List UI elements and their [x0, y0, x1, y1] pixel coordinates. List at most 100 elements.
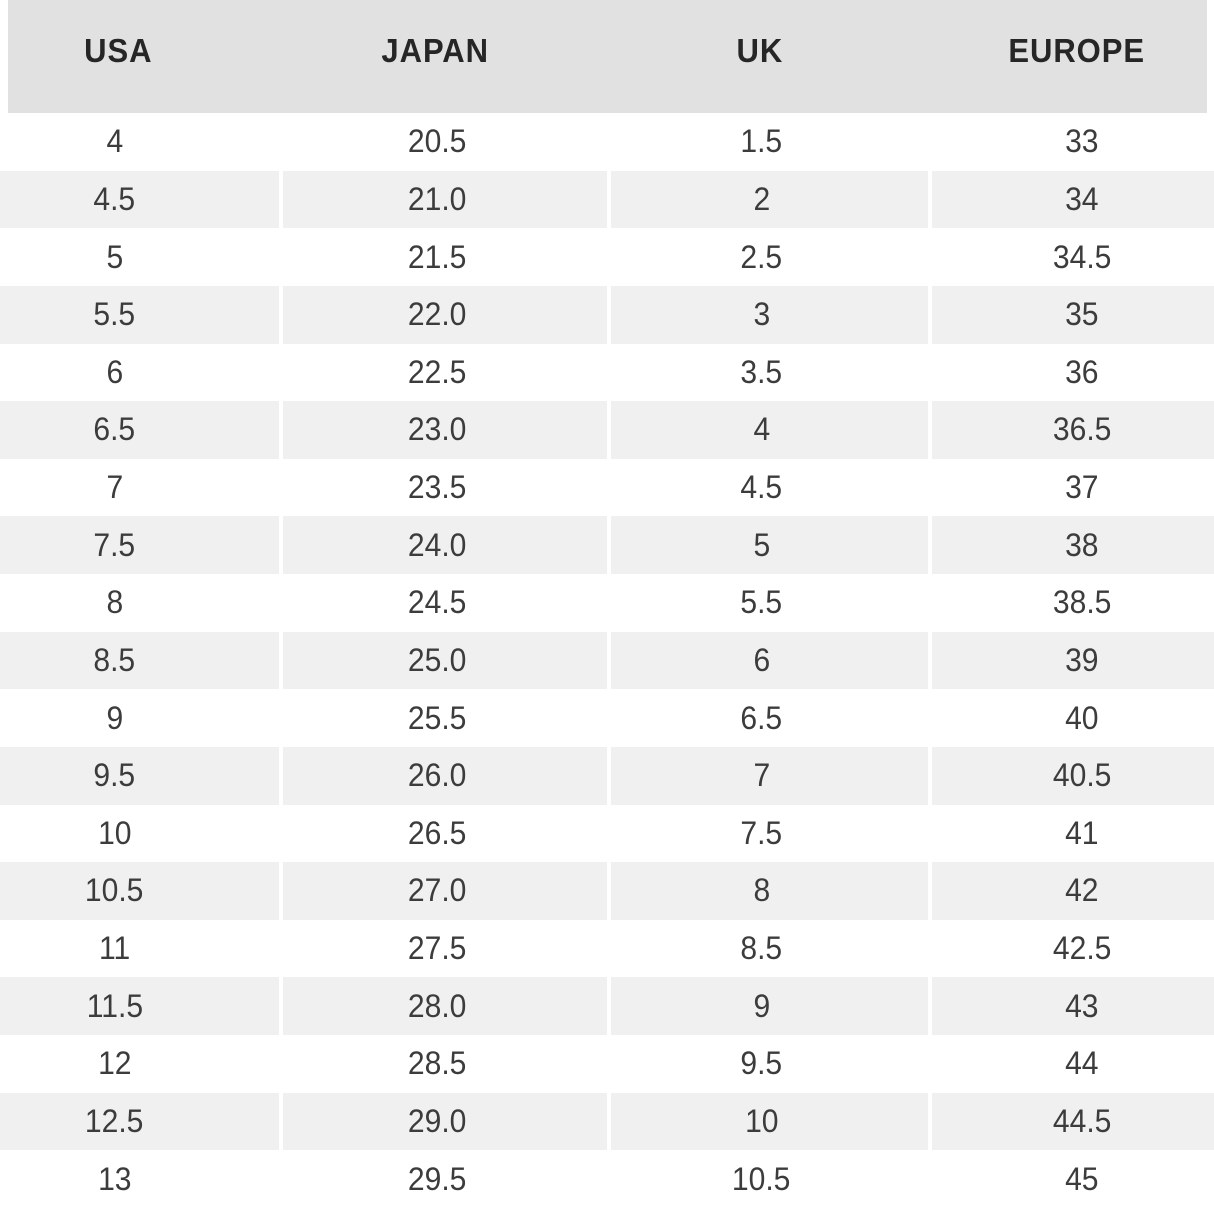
cell-value: 6 — [753, 641, 770, 678]
table-cell: 5 — [0, 228, 279, 286]
column-header-europe-label: EUROPE — [1008, 31, 1145, 69]
table-cell: 29.0 — [279, 1092, 607, 1151]
cell-value: 21.5 — [407, 238, 467, 275]
cell-value: 12 — [97, 1045, 132, 1082]
table-cell: 8 — [607, 862, 928, 920]
cell-value: 38.5 — [1052, 584, 1112, 621]
table-cell: 39 — [928, 631, 1214, 690]
cell-value: 34.5 — [1052, 238, 1112, 275]
table-cell: 10.5 — [0, 862, 279, 920]
cell-value: 37 — [1065, 469, 1099, 506]
table-row: 11.5 28.0 9 43 — [0, 977, 1214, 1035]
table-cell: 36 — [928, 343, 1214, 402]
table-row: 8 24.5 5.5 38.5 — [0, 574, 1214, 632]
cell-value: 41 — [1065, 814, 1099, 851]
cell-value: 28.5 — [407, 1045, 467, 1082]
table-cell: 8 — [0, 574, 279, 632]
column-header-japan-label: JAPAN — [381, 31, 489, 69]
column-header-europe: EUROPE — [928, 0, 1207, 113]
cell-value: 26.5 — [407, 814, 467, 851]
cell-value: 36 — [1065, 353, 1099, 390]
cell-value: 45 — [1065, 1160, 1099, 1197]
cell-value: 3 — [753, 296, 770, 333]
cell-value: 39 — [1065, 641, 1099, 678]
cell-value: 7.5 — [740, 814, 783, 851]
cell-value: 9 — [753, 987, 770, 1024]
table-cell: 3 — [607, 285, 928, 344]
cell-value: 4 — [106, 123, 123, 160]
cell-value: 10 — [97, 814, 132, 851]
table-cell: 6.5 — [607, 689, 928, 747]
cell-value: 38 — [1065, 526, 1099, 563]
table-cell: 11 — [0, 920, 279, 978]
cell-value: 10.5 — [85, 872, 144, 909]
cell-value: 10 — [744, 1102, 779, 1139]
table-cell: 8.5 — [0, 632, 279, 690]
table-row: 9 25.5 6.5 40 — [0, 689, 1214, 747]
table-cell: 24.0 — [279, 516, 607, 574]
cell-value: 21.0 — [407, 180, 467, 217]
table-cell: 7 — [607, 746, 928, 805]
cell-value: 5 — [106, 238, 123, 275]
cell-value: 3.5 — [740, 353, 783, 390]
table-cell: 44.5 — [928, 1092, 1214, 1151]
table-cell: 9.5 — [0, 747, 279, 805]
cell-value: 34 — [1065, 180, 1099, 217]
cell-value: 12.5 — [85, 1102, 144, 1139]
table-cell: 40 — [928, 689, 1214, 747]
table-row: 9.5 26.0 7 40.5 — [0, 746, 1214, 805]
cell-value: 4.5 — [740, 469, 783, 506]
cell-value: 33 — [1065, 123, 1099, 160]
cell-value: 5 — [753, 526, 770, 563]
cell-value: 8 — [106, 584, 123, 621]
table-cell: 43 — [928, 977, 1214, 1035]
cell-value: 9 — [106, 699, 123, 736]
cell-value: 23.5 — [407, 469, 467, 506]
cell-value: 6.5 — [93, 411, 136, 448]
table-cell: 4 — [0, 113, 279, 171]
table-cell: 25.0 — [279, 631, 607, 690]
table-cell: 38 — [928, 516, 1214, 574]
table-cell: 37 — [928, 458, 1214, 517]
table-cell: 6 — [607, 631, 928, 690]
cell-value: 27.0 — [407, 872, 467, 909]
cell-value: 20.5 — [407, 123, 467, 160]
table-row: 13 29.5 10.5 45 — [0, 1150, 1214, 1208]
column-header-uk: UK — [607, 0, 928, 113]
table-cell: 9 — [0, 689, 279, 747]
cell-value: 40 — [1065, 699, 1099, 736]
table-row: 7.5 24.0 5 38 — [0, 516, 1214, 574]
table-cell: 21.0 — [279, 170, 607, 229]
cell-value: 9.5 — [93, 757, 136, 794]
cell-value: 22.0 — [407, 296, 467, 333]
table-cell: 45 — [928, 1150, 1214, 1208]
table-cell: 4.5 — [607, 458, 928, 517]
table-cell: 23.0 — [279, 401, 607, 459]
cell-value: 24.5 — [407, 584, 467, 621]
cell-value: 8.5 — [740, 930, 783, 967]
table-cell: 29.5 — [279, 1150, 607, 1208]
table-row: 10.5 27.0 8 42 — [0, 862, 1214, 920]
cell-value: 24.0 — [407, 526, 467, 563]
table-row: 7 23.5 4.5 37 — [0, 458, 1214, 517]
table-row: 5.5 22.0 3 35 — [0, 285, 1214, 344]
table-cell: 34 — [928, 170, 1214, 229]
cell-value: 36.5 — [1052, 411, 1112, 448]
column-header-usa: USA — [8, 0, 279, 113]
cell-value: 29.5 — [407, 1160, 467, 1197]
cell-value: 6 — [106, 353, 123, 390]
table-cell: 20.5 — [279, 113, 607, 171]
table-cell: 11.5 — [0, 977, 279, 1035]
cell-value: 9.5 — [740, 1045, 783, 1082]
table-cell: 35 — [928, 285, 1214, 344]
cell-value: 43 — [1065, 987, 1099, 1024]
column-header-japan: JAPAN — [279, 0, 607, 113]
table-cell: 2.5 — [607, 228, 928, 286]
table-cell: 8.5 — [607, 919, 928, 978]
table-cell: 42.5 — [928, 919, 1214, 978]
cell-value: 27.5 — [407, 930, 467, 967]
table-row: 4.5 21.0 2 34 — [0, 170, 1214, 229]
table-cell: 28.0 — [279, 977, 607, 1035]
cell-value: 7 — [753, 757, 770, 794]
